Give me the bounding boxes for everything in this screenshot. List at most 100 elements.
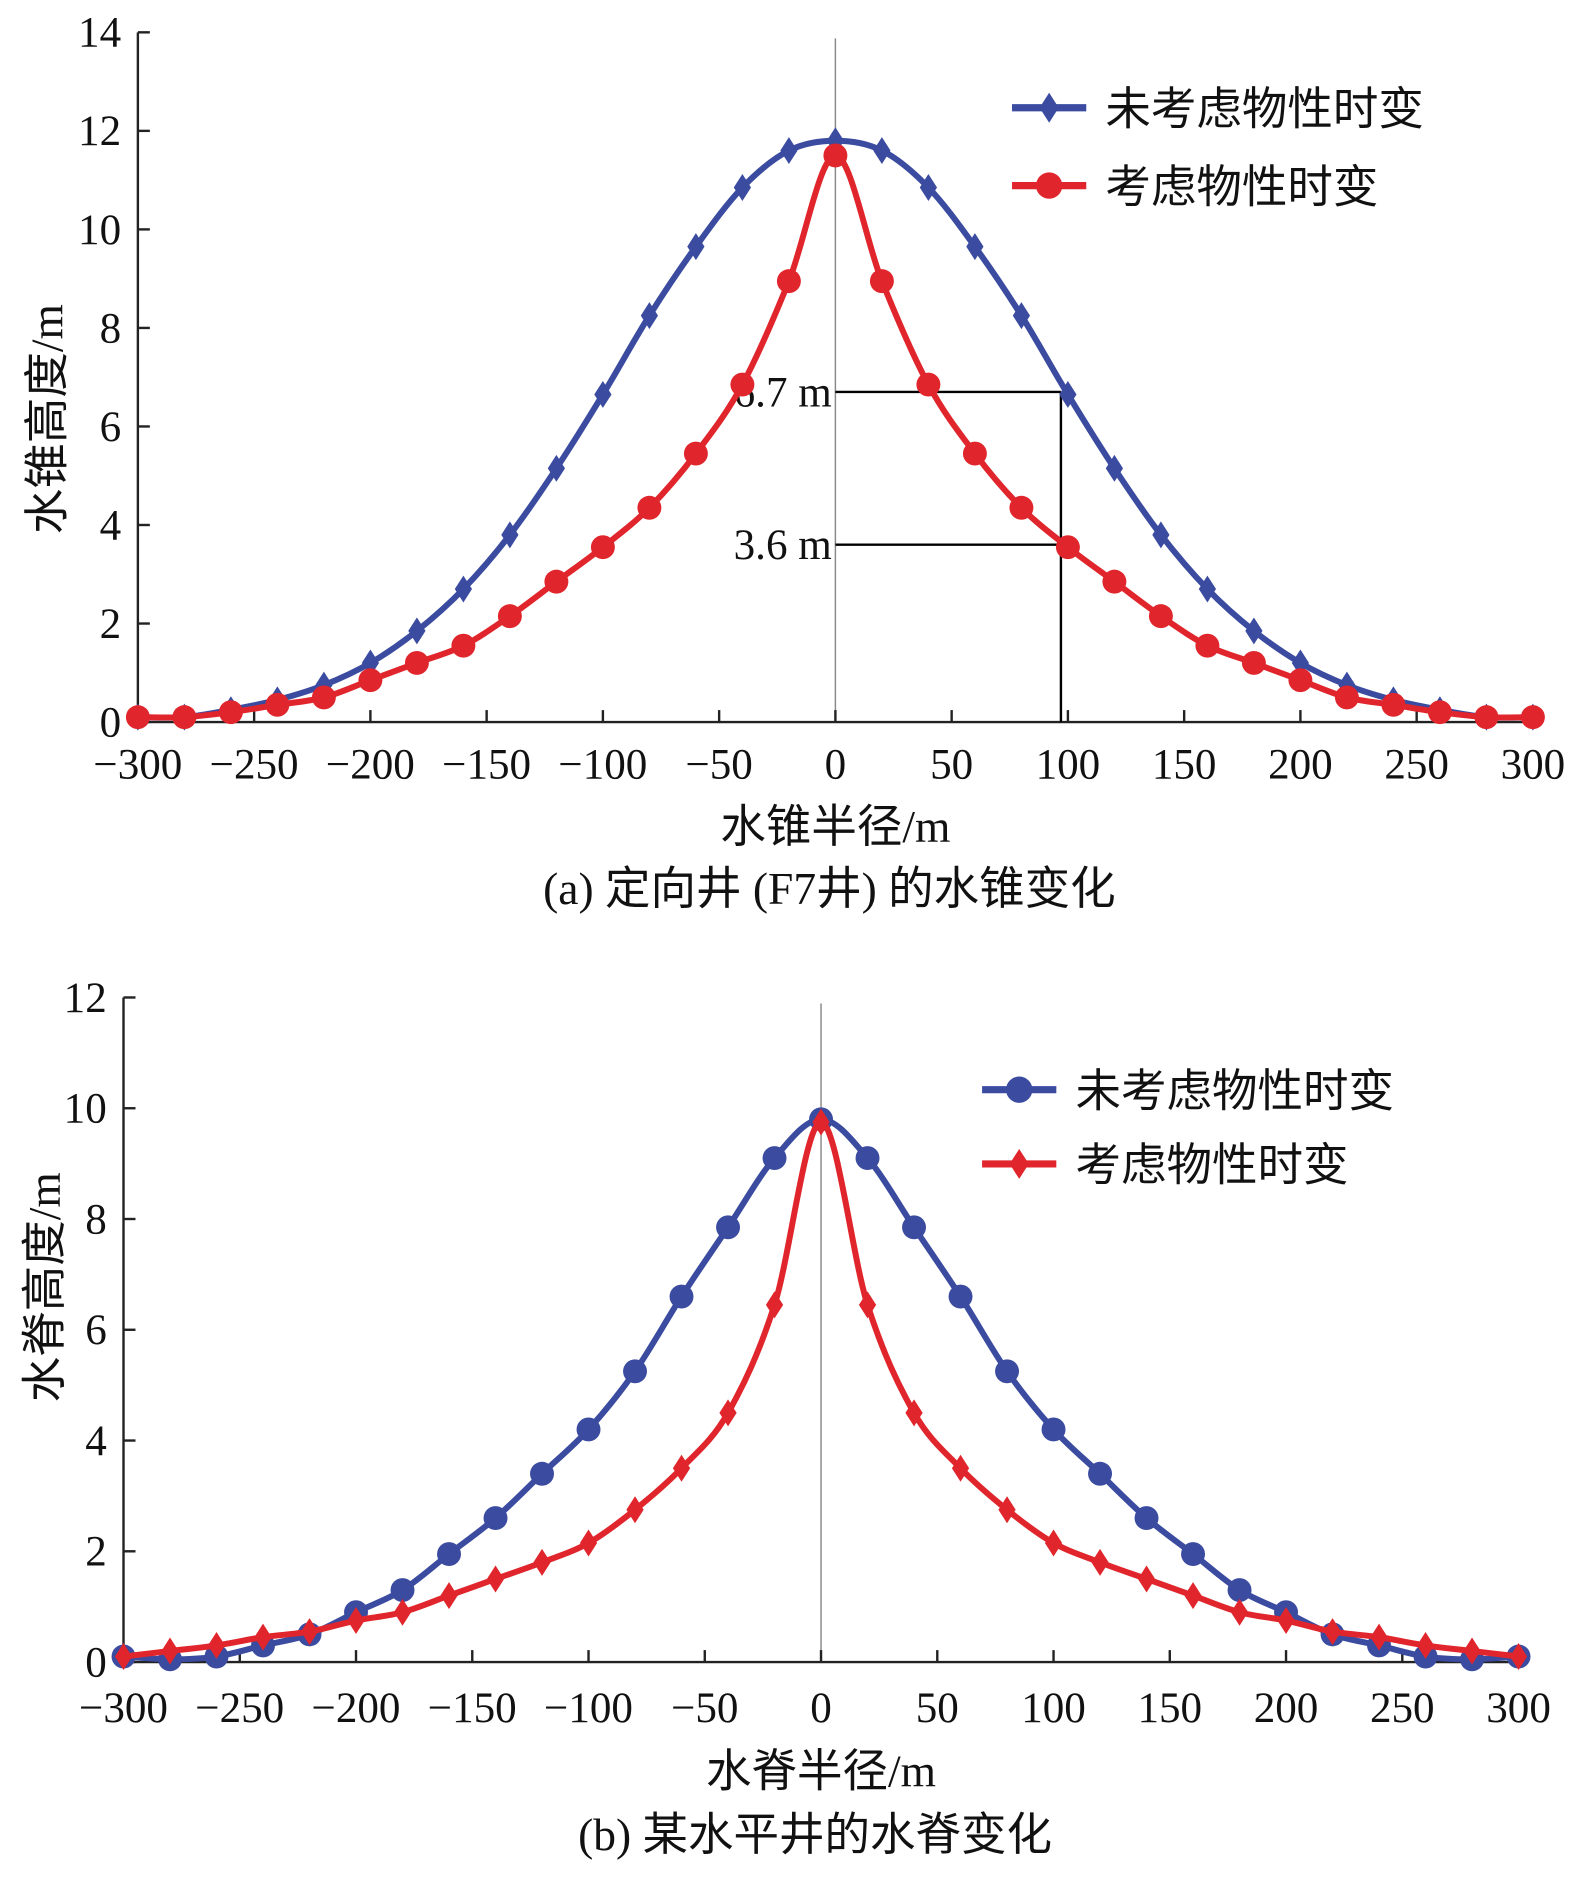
data-point <box>125 705 150 730</box>
y-tick-label: 8 <box>100 305 122 352</box>
data-point <box>530 1461 554 1486</box>
y-tick-label: 12 <box>64 975 107 1022</box>
x-tick-label: −250 <box>195 1685 284 1732</box>
x-tick-label: −300 <box>93 741 182 788</box>
data-point <box>483 1506 508 1531</box>
y-tick-label: 10 <box>78 207 121 254</box>
y-tick-label: 4 <box>100 502 122 549</box>
data-point <box>1427 700 1452 725</box>
data-point <box>1288 668 1313 693</box>
x-tick-label: −50 <box>685 741 752 788</box>
data-point <box>962 441 987 466</box>
data-point <box>1105 454 1124 482</box>
data-point <box>762 1146 787 1171</box>
series-1 <box>125 143 1545 730</box>
x-axis-label: 水脊半径/m <box>706 1746 936 1797</box>
data-point <box>172 705 197 730</box>
data-point <box>1230 1598 1249 1626</box>
x-tick-label: −50 <box>671 1685 738 1732</box>
data-point <box>669 1284 694 1309</box>
chart-b: −300 −250 −200 −150 −100 −50 0 50 100 150 200 250 30… <box>19 975 1551 1860</box>
data-point <box>440 1582 458 1610</box>
y-tick-label: 6 <box>85 1307 107 1354</box>
data-point <box>390 1578 415 1603</box>
y-axis-label: 水脊高度/m <box>19 1172 70 1402</box>
x-tick-label: 150 <box>1152 741 1217 788</box>
x-tick-label: 150 <box>1137 1685 1202 1732</box>
chart-a: −300 −250 −200 −150 −100 −50 0 50 100 150 200 250 30… <box>21 10 1565 914</box>
x-tick-label: 250 <box>1384 741 1449 788</box>
y-tick-label: 8 <box>85 1196 107 1243</box>
data-point <box>1012 302 1031 330</box>
data-point <box>995 1359 1020 1384</box>
y-tick-label: 4 <box>85 1418 107 1465</box>
data-point <box>1241 650 1266 675</box>
x-tick-label: 200 <box>1268 741 1333 788</box>
x-tick-label: 300 <box>1486 1685 1551 1732</box>
data-point <box>451 633 476 658</box>
data-point <box>486 1565 505 1593</box>
x-tick-label: 50 <box>916 1685 959 1732</box>
data-point <box>1006 1076 1033 1103</box>
data-point <box>207 1631 226 1659</box>
data-point <box>1039 92 1059 123</box>
x-tick-label: −200 <box>312 1685 401 1732</box>
x-tick-label: −200 <box>326 741 415 788</box>
x-tick-label: 300 <box>1501 741 1566 788</box>
data-point <box>916 372 941 397</box>
data-point <box>998 1496 1016 1524</box>
data-point <box>1323 1618 1342 1646</box>
data-point <box>1277 1607 1295 1634</box>
y-tick-label: 2 <box>100 601 122 648</box>
data-point <box>1370 1623 1388 1651</box>
data-point <box>1245 617 1263 645</box>
data-point <box>902 1215 927 1240</box>
data-point <box>218 700 243 725</box>
data-point <box>1152 521 1170 549</box>
data-point <box>358 668 383 693</box>
data-point <box>966 233 984 261</box>
data-point <box>311 685 336 710</box>
data-point <box>687 233 705 261</box>
data-point <box>869 269 894 294</box>
data-point <box>1137 1565 1156 1593</box>
legend-label: 未考虑物性时变 <box>1105 84 1424 135</box>
data-point <box>905 1399 923 1427</box>
data-point <box>855 1146 880 1171</box>
x-tick-label: 100 <box>1036 741 1101 788</box>
data-point <box>873 137 891 165</box>
data-point <box>1055 535 1080 560</box>
data-point <box>547 454 566 482</box>
data-point <box>501 521 519 549</box>
data-point <box>1195 633 1220 658</box>
caption: (a) 定向井 (F7井) 的水锥变化 <box>543 863 1115 914</box>
data-point <box>716 1215 741 1240</box>
data-point <box>626 1496 644 1524</box>
data-point <box>1416 1631 1435 1659</box>
data-point <box>812 1108 830 1136</box>
data-point <box>404 650 429 675</box>
data-point <box>408 617 426 645</box>
data-point <box>590 535 615 560</box>
y-tick-label: 0 <box>85 1639 107 1686</box>
annotation-label: 3.6 m <box>734 522 832 569</box>
data-point <box>623 1359 647 1384</box>
data-point <box>1520 705 1545 730</box>
caption: (b) 某水平井的水脊变化 <box>578 1809 1052 1860</box>
data-point <box>544 569 569 594</box>
data-point <box>161 1637 179 1665</box>
data-point <box>637 495 662 520</box>
data-point <box>533 1548 551 1576</box>
x-tick-label: −250 <box>210 741 299 788</box>
x-tick-label: −150 <box>442 741 531 788</box>
y-tick-label: 10 <box>64 1086 107 1133</box>
series-1 <box>114 1108 1528 1670</box>
legend-label: 考虑物性时变 <box>1075 1140 1348 1191</box>
data-point <box>1184 1582 1202 1610</box>
data-point <box>1044 1529 1063 1557</box>
y-tick-label: 0 <box>100 699 122 746</box>
data-point <box>579 1529 598 1557</box>
data-point <box>1009 495 1034 520</box>
data-point <box>776 269 801 294</box>
